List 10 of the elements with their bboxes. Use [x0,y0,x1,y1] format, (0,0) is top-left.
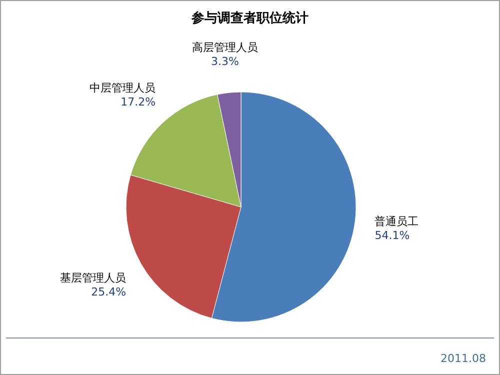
text: 2011.08 [440,352,486,365]
chart-title: 参与调查者职位统计 [190,10,308,26]
data-label: 25.4% [91,285,126,298]
slice-label: 基层管理人员 [60,271,126,284]
data-label: 54.1% [374,228,410,242]
slice-label: 普通员工 [374,214,419,228]
slice-label: 中层管理人员 [90,81,156,94]
data-label: 3.3% [210,54,239,68]
data-label: 17.2% [120,95,156,108]
slice-label: 高层管理人员 [192,40,258,54]
